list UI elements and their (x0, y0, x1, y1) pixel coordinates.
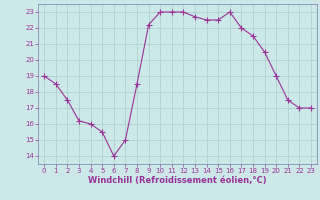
X-axis label: Windchill (Refroidissement éolien,°C): Windchill (Refroidissement éolien,°C) (88, 176, 267, 185)
